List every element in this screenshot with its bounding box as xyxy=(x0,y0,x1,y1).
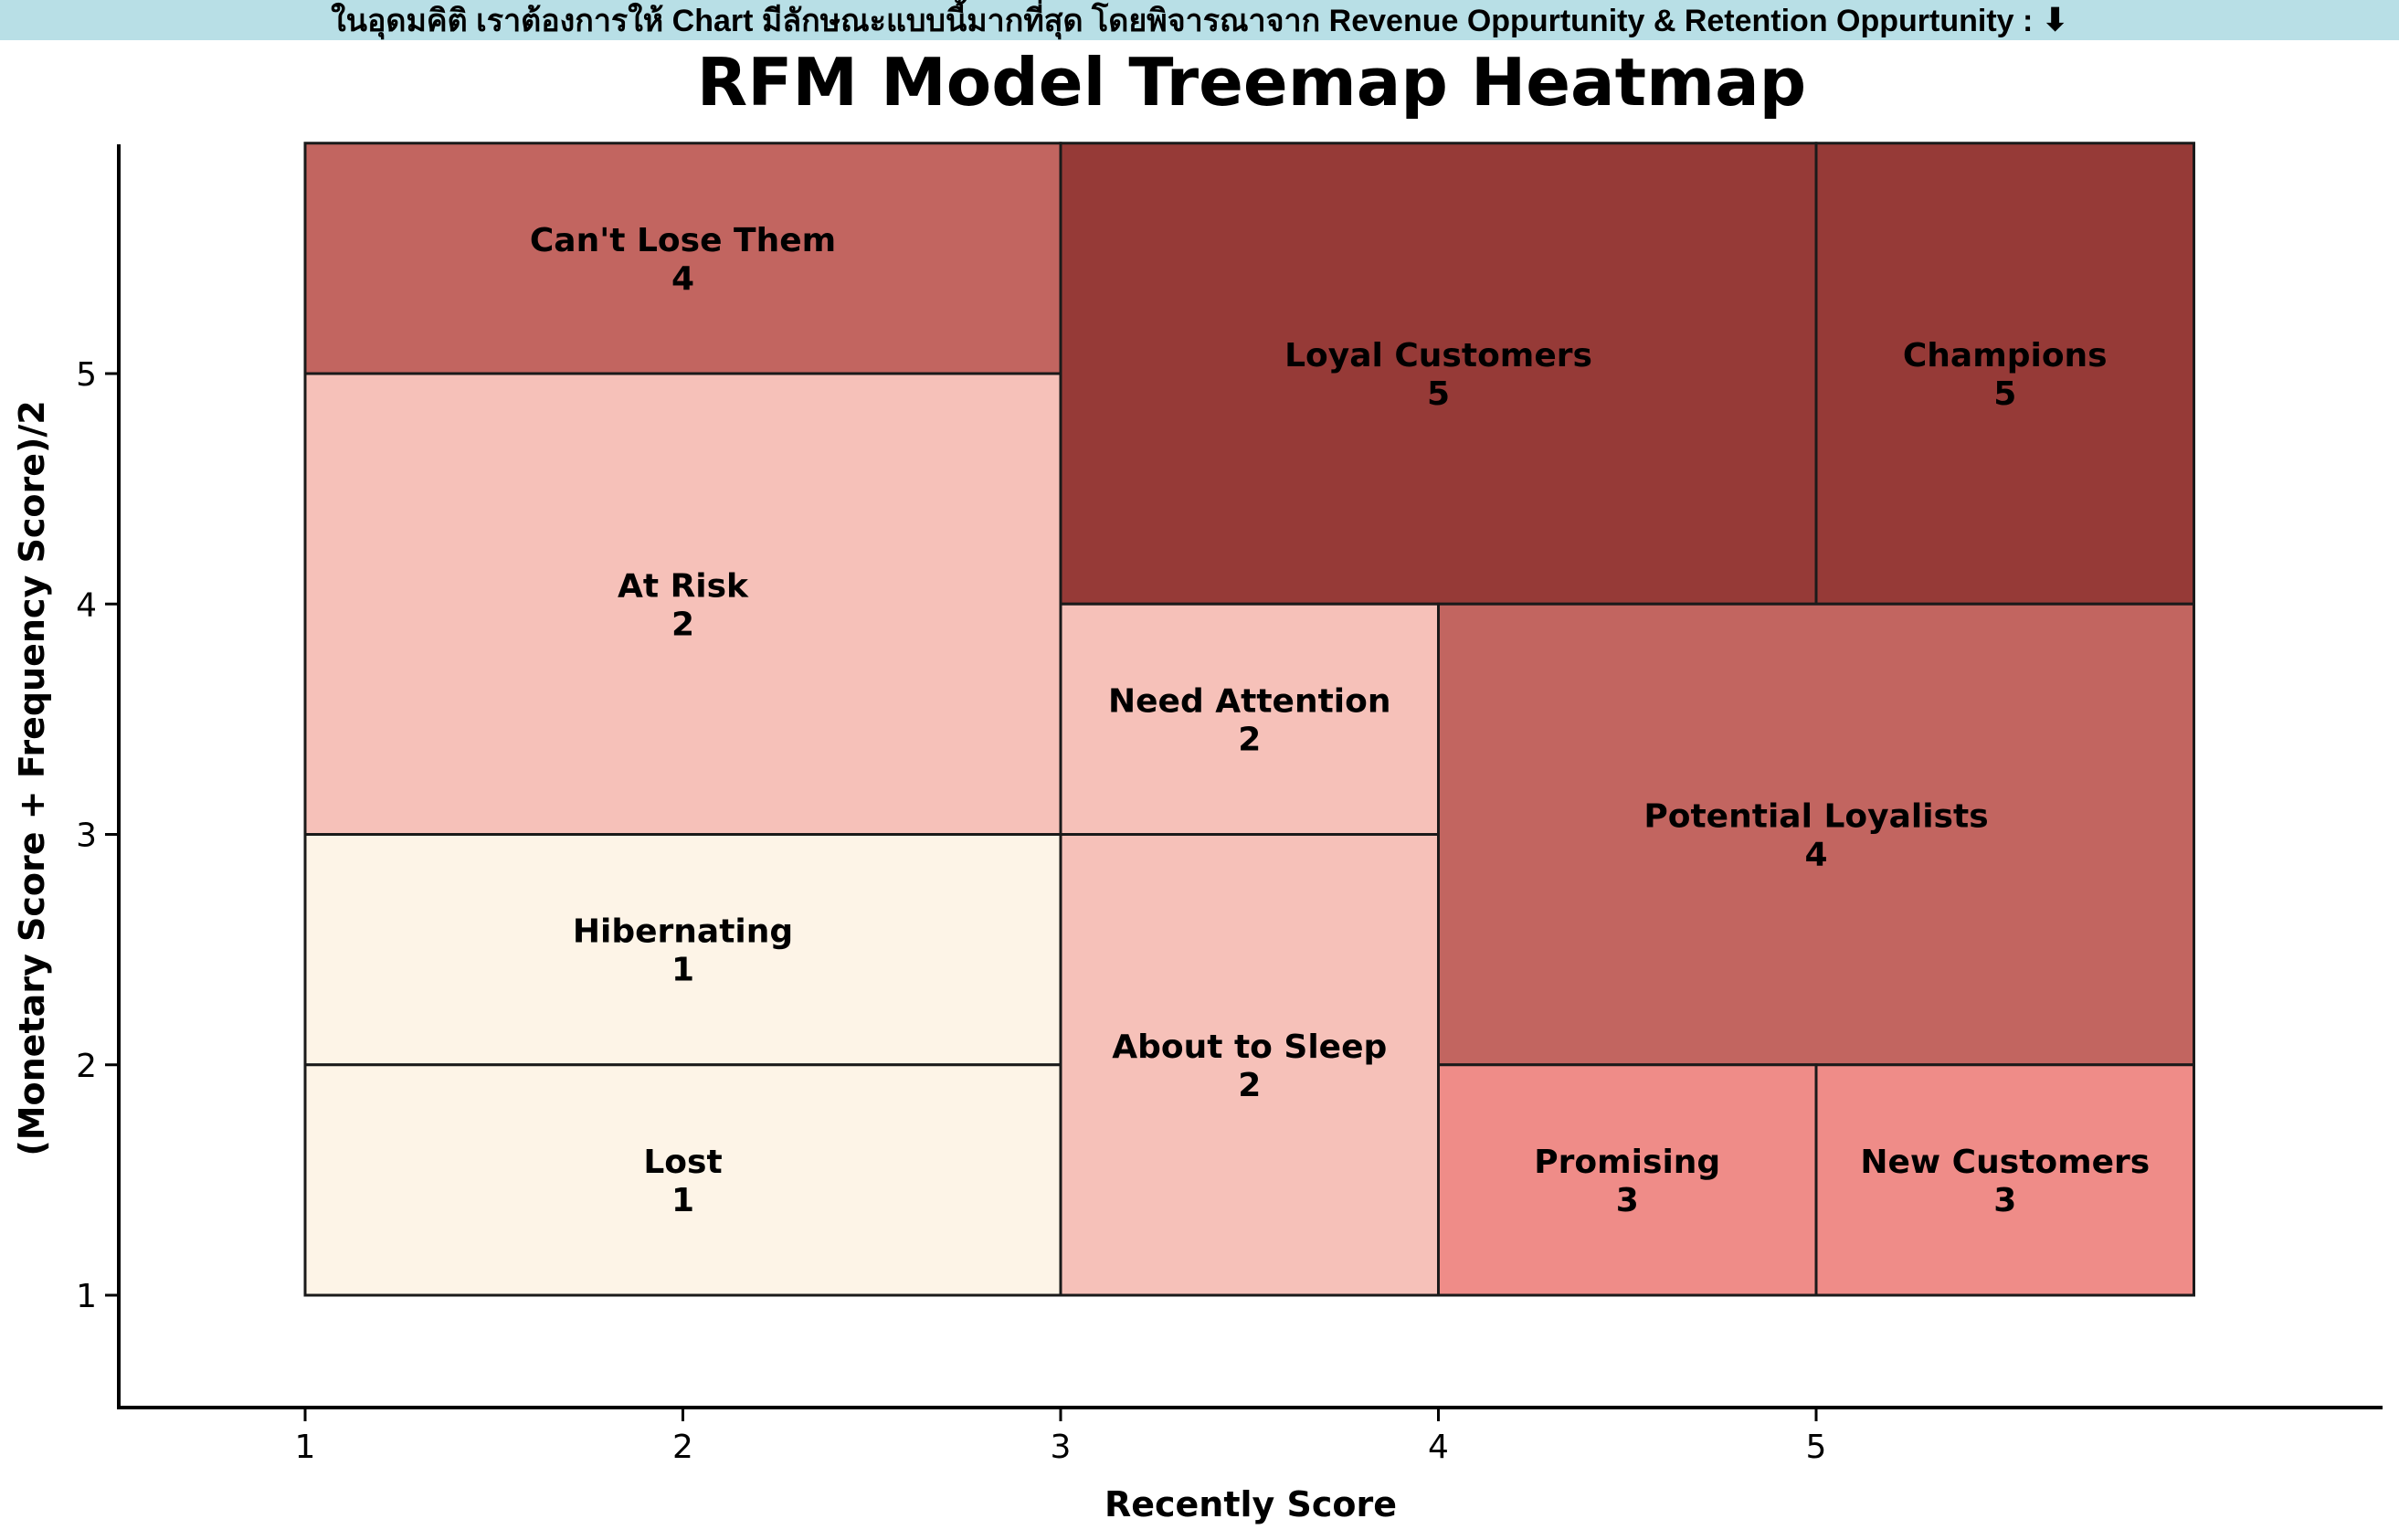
segment-value-label: 2 xyxy=(1238,721,1261,758)
chart-title: RFM Model Treemap Heatmap xyxy=(697,44,1806,121)
y-tick-label: 4 xyxy=(76,586,97,624)
banner-text: ในอุดมคิติ เราต้องการให้ Chart มีลักษณะแ… xyxy=(331,4,2034,38)
x-axis-label: Recently Score xyxy=(1104,1484,1397,1524)
x-tick-label: 1 xyxy=(295,1429,316,1466)
segment-rect xyxy=(1059,833,1440,1297)
segment-value-label: 1 xyxy=(671,1182,694,1219)
y-tick-label: 5 xyxy=(76,356,97,394)
banner: ในอุดมคิติ เราต้องการให้ Chart มีลักษณะแ… xyxy=(0,0,2399,40)
segment-name-label: Can't Lose Them xyxy=(530,222,836,259)
segment-name-label: New Customers xyxy=(1860,1144,2150,1181)
x-tick-label: 2 xyxy=(672,1429,693,1466)
y-tick-label: 2 xyxy=(76,1048,97,1085)
segment-rect xyxy=(303,1063,1062,1297)
segment-value-label: 4 xyxy=(671,260,694,298)
y-tick-label: 1 xyxy=(76,1278,97,1315)
segment-rect xyxy=(1059,142,1818,606)
y-tick-label: 3 xyxy=(76,817,97,855)
x-tick-label: 5 xyxy=(1806,1429,1827,1466)
segment-name-label: Hibernating xyxy=(573,913,793,951)
segment-name-label: Promising xyxy=(1534,1144,1720,1181)
segment-value-label: 5 xyxy=(1993,375,2016,413)
segment-name-label: Lost xyxy=(643,1144,722,1181)
down-arrow-icon: ⬇ xyxy=(2042,3,2068,37)
axes xyxy=(117,144,2383,1409)
segment-value-label: 5 xyxy=(1427,375,1450,413)
segment-rect xyxy=(303,372,1062,836)
segment-name-label: Champions xyxy=(1903,337,2108,374)
segment-rect xyxy=(1437,602,2195,1067)
x-ticks: 1 2 3 4 5 xyxy=(295,1408,1827,1466)
segment-value-label: 2 xyxy=(671,606,694,643)
segment-name-label: At Risk xyxy=(618,567,749,605)
segment-rect xyxy=(1437,1063,1818,1297)
y-axis-label: (Monetary Score + Frequency Score)/2 xyxy=(12,400,52,1155)
segment-rect xyxy=(1814,1063,2195,1297)
segment-value-label: 2 xyxy=(1238,1067,1261,1104)
segment-rect xyxy=(303,833,1062,1067)
y-ticks: 1 2 3 4 5 xyxy=(76,356,119,1315)
x-tick-label: 4 xyxy=(1428,1429,1449,1466)
segment-value-label: 3 xyxy=(1616,1182,1639,1219)
x-tick-label: 3 xyxy=(1051,1429,1072,1466)
segment-name-label: Loyal Customers xyxy=(1284,337,1592,374)
segment-name-label: About to Sleep xyxy=(1112,1028,1387,1066)
segment-value-label: 3 xyxy=(1993,1182,2016,1219)
segment-value-label: 1 xyxy=(671,952,694,989)
segment-name-label: Potential Loyalists xyxy=(1643,798,1988,836)
segment-value-label: 4 xyxy=(1804,837,1827,874)
segment-name-label: Need Attention xyxy=(1108,682,1391,720)
